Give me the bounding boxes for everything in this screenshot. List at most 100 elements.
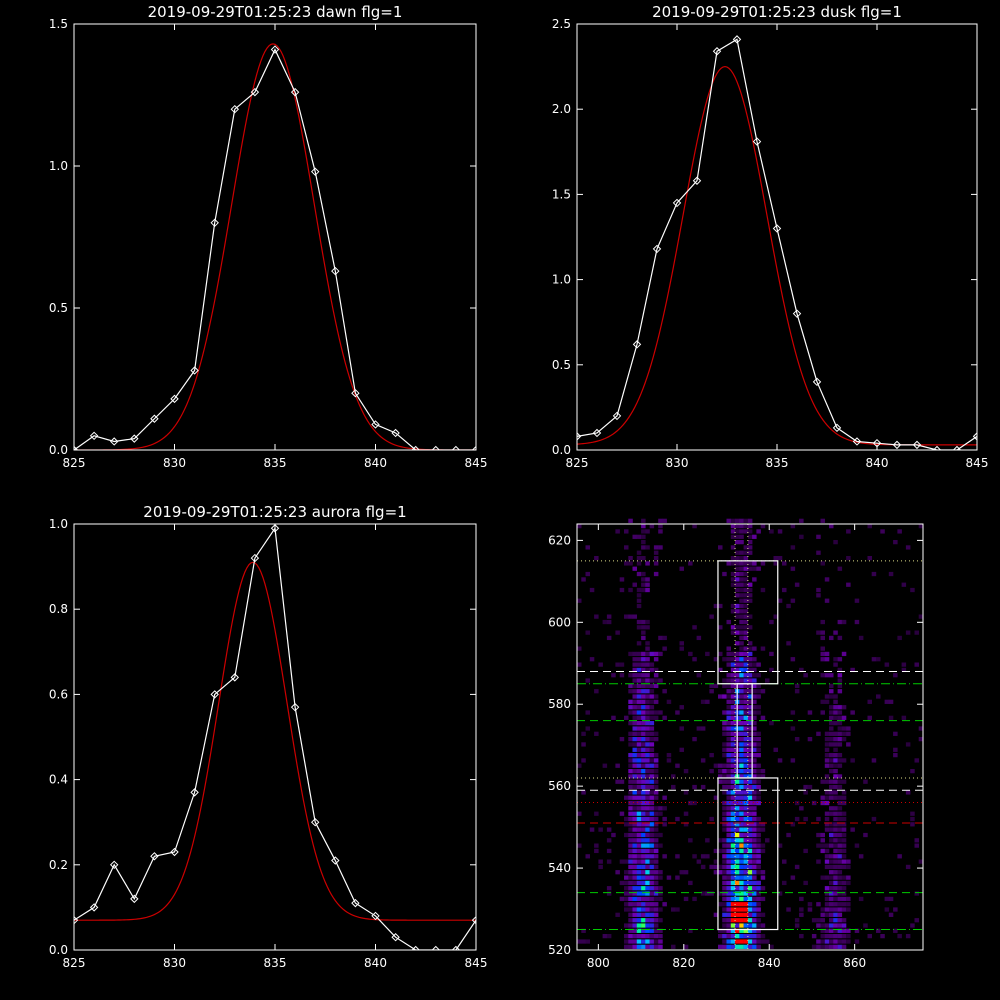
chart-3-heatmap-cells xyxy=(577,518,924,949)
chart-3-ytick-label: 600 xyxy=(548,615,571,629)
chart-1-data-point xyxy=(912,440,922,450)
chart-1-data-point xyxy=(812,377,822,387)
chart-2-data-point xyxy=(331,856,340,865)
chart-2-frame xyxy=(73,523,477,951)
chart-0-xtick-label: 825 xyxy=(63,456,86,470)
chart-0-frame xyxy=(73,23,477,451)
chart-0-data-point xyxy=(89,431,99,441)
chart-2-data-point xyxy=(109,860,119,870)
chart-2-fit-curve xyxy=(74,561,476,921)
chart-0-xtick-label: 840 xyxy=(364,456,387,470)
chart-1-data-point xyxy=(772,224,782,233)
chart-2-ytick-label: 0.8 xyxy=(49,602,68,616)
chart-0-data-point xyxy=(190,366,199,375)
chart-2-xtick-label: 830 xyxy=(163,956,186,970)
chart-0-xtick-label: 830 xyxy=(163,456,186,470)
chart-3-xtick-label: 800 xyxy=(587,956,610,970)
chart-2-data-point xyxy=(371,911,380,921)
chart-0-data-point xyxy=(331,266,340,276)
chart-1-data-point xyxy=(932,445,942,450)
chart-3-ytick-label: 540 xyxy=(548,861,571,875)
chart-0-data-point xyxy=(250,87,260,97)
chart-1-data-point xyxy=(672,198,682,208)
chart-1-data-point xyxy=(852,437,862,446)
chart-0-data-point xyxy=(471,445,476,450)
chart-0-data-point xyxy=(411,445,420,450)
chart-3-frame xyxy=(576,523,924,951)
chart-2-data-point xyxy=(391,933,400,942)
chart-2-ytick-label: 0.4 xyxy=(49,773,68,787)
chart-2-data-point xyxy=(250,553,260,563)
chart-3-ytick-label: 620 xyxy=(548,533,571,547)
spectral-heatmap: 800 820 840 860 520 540 560 580 600 620 xyxy=(548,518,924,970)
chart-3-ytick-label: 560 xyxy=(548,779,571,793)
chart-2-ytick-label: 0.0 xyxy=(49,943,68,957)
chart-3-ytick-label: 520 xyxy=(548,943,571,957)
chart-1-xtick-label: 830 xyxy=(666,456,689,470)
chart-1-xtick-label: 825 xyxy=(566,456,589,470)
chart-0-xtick-label: 845 xyxy=(465,456,488,470)
chart-1-data-point xyxy=(577,432,582,441)
chart-3-xtick-label: 820 xyxy=(672,956,695,970)
chart-1-data-point xyxy=(892,440,902,450)
chart-1-observed-line xyxy=(577,38,977,450)
chart-2-data-point xyxy=(210,690,219,699)
chart-1-data-point xyxy=(752,137,762,146)
chart-2-data-point xyxy=(471,915,476,925)
chart-3-xtick-label: 860 xyxy=(843,956,866,970)
chart-0-data-point xyxy=(150,414,159,423)
chart-0-observed-line xyxy=(74,48,476,450)
chart-3-selection-box xyxy=(736,683,753,779)
chart-0-ytick-label: 1.5 xyxy=(49,17,68,31)
chart-1-data-point xyxy=(952,445,962,450)
chart-2-data-point xyxy=(130,894,139,904)
chart-2-data-point xyxy=(270,524,280,533)
chart-2-data-point xyxy=(351,898,360,908)
chart-1-ytick-label: 0.5 xyxy=(552,358,571,372)
chart-2-xtick-label: 835 xyxy=(264,956,287,970)
chart-2-data-point xyxy=(190,788,199,797)
chart-2-ytick-label: 0.6 xyxy=(49,687,68,701)
chart-1-data-point xyxy=(972,432,977,441)
chart-2-data-point xyxy=(74,915,79,925)
chart-2-xtick-label: 845 xyxy=(465,956,488,970)
chart-0-fit-curve xyxy=(74,43,476,450)
chart-0-data-point xyxy=(230,104,240,114)
dusk-chart-title: 2019-09-29T01:25:23 dusk flg=1 xyxy=(652,3,902,21)
chart-1-data-point xyxy=(652,244,662,254)
chart-2-data-point xyxy=(150,852,159,861)
chart-2-data-point xyxy=(431,945,441,950)
chart-0-ytick-label: 0.5 xyxy=(49,301,68,315)
dusk-line-chart: 2019-09-29T01:25:23 dusk flg=1 825 830 835… xyxy=(552,3,989,470)
chart-1-ytick-label: 0.0 xyxy=(552,443,571,457)
chart-1-ytick-label: 1.0 xyxy=(552,273,571,287)
chart-1-data-point xyxy=(872,438,882,448)
chart-1-xtick-label: 845 xyxy=(966,456,989,470)
chart-1-ytick-label: 2.5 xyxy=(552,17,571,31)
chart-2-ytick-label: 1.0 xyxy=(49,517,68,531)
chart-3-xtick-label: 840 xyxy=(758,956,781,970)
chart-1-ytick-label: 2.0 xyxy=(552,102,571,116)
chart-1-data-point xyxy=(712,47,722,56)
chart-0-ytick-label: 1.0 xyxy=(49,159,68,173)
chart-2-data-point xyxy=(290,702,300,712)
chart-0-data-point xyxy=(431,445,441,450)
chart-2-xtick-label: 825 xyxy=(63,956,86,970)
chart-0-data-point xyxy=(130,434,139,443)
chart-1-data-point xyxy=(692,176,702,185)
chart-0-data-point xyxy=(451,445,461,450)
chart-0-data-point xyxy=(210,218,219,228)
chart-1-data-point xyxy=(592,428,602,438)
dawn-chart-title: 2019-09-29T01:25:23 dawn flg=1 xyxy=(148,3,403,21)
dawn-line-chart: 2019-09-29T01:25:23 dawn flg=1 825 830 835… xyxy=(49,3,488,470)
chart-0-data-point xyxy=(290,87,300,97)
chart-1-data-point xyxy=(612,411,622,421)
chart-0-data-point xyxy=(170,394,179,404)
chart-1-data-point xyxy=(832,423,842,433)
chart-2-data-point xyxy=(89,903,99,912)
chart-2-observed-line xyxy=(74,526,476,950)
chart-2-data-point xyxy=(451,945,461,950)
chart-0-data-point xyxy=(351,388,360,398)
chart-2-xtick-label: 840 xyxy=(364,956,387,970)
